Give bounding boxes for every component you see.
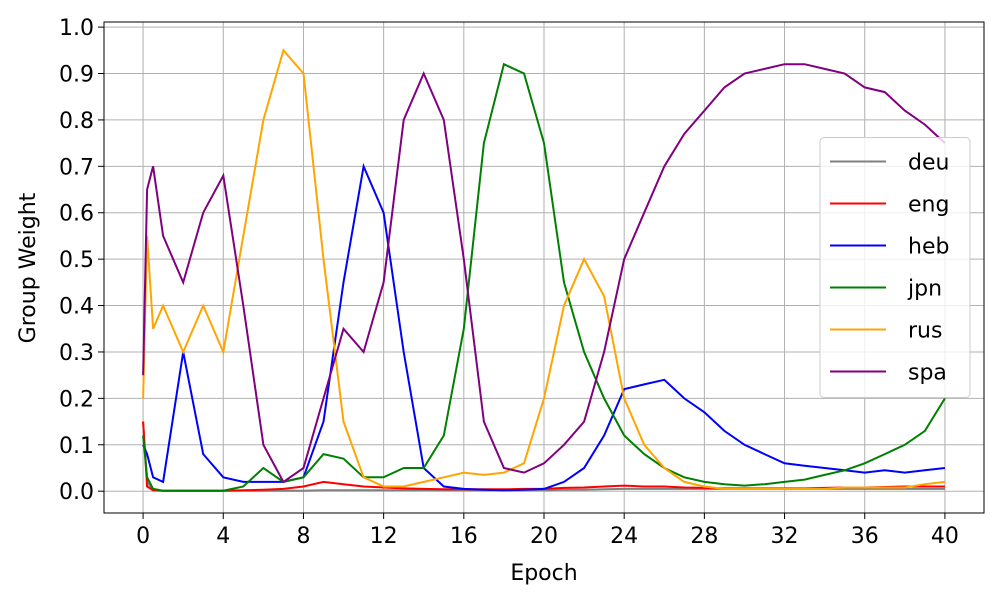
y-tick-label: 0.0 [59,480,94,505]
y-tick-label: 0.8 [59,109,94,134]
series-line [142,48,946,490]
x-tick-label: 40 [931,524,959,549]
y-tick-label: 0.2 [59,387,94,412]
legend-label: heb [908,235,949,260]
x-tick-label: 24 [610,524,638,549]
x-tick-label: 20 [530,524,558,549]
y-tick-label: 1.0 [59,16,94,41]
y-tick-label: 0.9 [59,63,94,88]
series-line [142,162,946,492]
y-tick-label: 0.7 [59,155,94,180]
series-line [142,62,946,492]
legend-label: deu [908,151,949,176]
x-tick-label: 8 [296,524,310,549]
x-tick-label: 36 [851,524,879,549]
x-tick-label: 16 [450,524,478,549]
x-tick-label: 32 [771,524,799,549]
y-axis-label: Group Weight [16,192,41,343]
y-tick-label: 0.3 [59,341,94,366]
x-tick-label: 4 [216,524,230,549]
axes-frame [103,21,985,514]
y-tick-label: 0.6 [59,202,94,227]
legend-label: jpn [907,277,942,302]
legend-label: eng [908,193,949,218]
y-tick-label: 0.5 [59,248,94,273]
x-axis-label: Epoch [510,561,577,586]
x-tick-label: 12 [370,524,398,549]
y-tick-label: 0.1 [59,434,94,459]
series-line [142,63,946,484]
x-tick-label: 28 [690,524,718,549]
legend-label: spa [908,361,947,386]
legend-box [819,137,971,398]
legend: deu eng heb jpn rus spa [819,137,971,398]
x-tick-label: 0 [136,524,150,549]
y-tick-label: 0.4 [59,295,94,320]
legend-label: rus [908,319,942,344]
